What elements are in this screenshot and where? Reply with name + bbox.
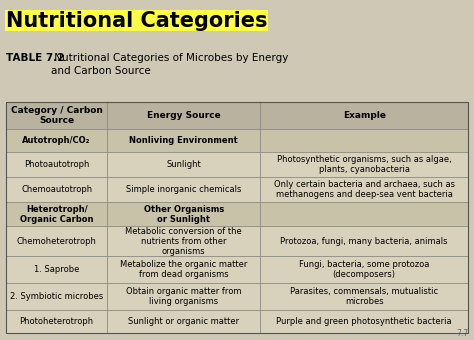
Bar bbox=[6, 102, 468, 333]
Text: Nutritional Categories: Nutritional Categories bbox=[6, 11, 267, 31]
Text: 1. Saprobe: 1. Saprobe bbox=[34, 265, 79, 274]
Text: 7.7: 7.7 bbox=[456, 329, 468, 338]
Text: Chemoheterotroph: Chemoheterotroph bbox=[17, 237, 97, 245]
Bar bbox=[260, 177, 468, 202]
Bar bbox=[108, 129, 260, 152]
Text: Photosynthetic organisms, such as algae,
plants, cyanobacteria: Photosynthetic organisms, such as algae,… bbox=[277, 155, 452, 174]
Bar bbox=[6, 310, 108, 333]
Bar bbox=[6, 226, 108, 256]
Bar bbox=[108, 310, 260, 333]
Bar bbox=[260, 102, 468, 129]
Text: Photoheterotroph: Photoheterotroph bbox=[19, 317, 94, 326]
Text: 2. Symbiotic microbes: 2. Symbiotic microbes bbox=[10, 292, 103, 301]
Text: Nutritional Categories of Microbes by Energy
and Carbon Source: Nutritional Categories of Microbes by En… bbox=[51, 53, 288, 76]
Bar bbox=[6, 202, 108, 226]
Text: Chemoautotroph: Chemoautotroph bbox=[21, 185, 92, 194]
Bar bbox=[6, 102, 108, 129]
Bar bbox=[108, 226, 260, 256]
Text: Sunlight or organic matter: Sunlight or organic matter bbox=[128, 317, 239, 326]
Text: Fungi, bacteria, some protozoa
(decomposers): Fungi, bacteria, some protozoa (decompos… bbox=[299, 260, 429, 279]
Bar bbox=[6, 256, 108, 283]
Bar bbox=[260, 152, 468, 177]
Bar bbox=[260, 256, 468, 283]
Bar bbox=[6, 177, 108, 202]
Text: Autotroph/CO₂: Autotroph/CO₂ bbox=[22, 136, 91, 144]
Text: Metabolize the organic matter
from dead organisms: Metabolize the organic matter from dead … bbox=[120, 260, 247, 279]
Bar bbox=[260, 129, 468, 152]
Bar bbox=[260, 226, 468, 256]
Bar bbox=[6, 283, 108, 310]
Text: Energy Source: Energy Source bbox=[147, 111, 221, 120]
Bar bbox=[260, 283, 468, 310]
Bar bbox=[260, 310, 468, 333]
Text: Only certain bacteria and archaea, such as
methanogens and deep-sea vent bacteri: Only certain bacteria and archaea, such … bbox=[273, 180, 455, 199]
Text: Nonliving Environment: Nonliving Environment bbox=[129, 136, 238, 144]
Bar bbox=[108, 152, 260, 177]
Bar bbox=[108, 202, 260, 226]
Bar bbox=[6, 152, 108, 177]
Text: Example: Example bbox=[343, 111, 386, 120]
Bar bbox=[108, 256, 260, 283]
Text: TABLE 7.2: TABLE 7.2 bbox=[6, 53, 64, 63]
Text: Other Organisms
or Sunlight: Other Organisms or Sunlight bbox=[144, 205, 224, 224]
Text: Obtain organic matter from
living organisms: Obtain organic matter from living organi… bbox=[126, 287, 242, 306]
Bar bbox=[6, 129, 108, 152]
Text: Simple inorganic chemicals: Simple inorganic chemicals bbox=[126, 185, 241, 194]
Text: Parasites, commensals, mutualistic
microbes: Parasites, commensals, mutualistic micro… bbox=[290, 287, 438, 306]
Text: Purple and green photosynthetic bacteria: Purple and green photosynthetic bacteria bbox=[276, 317, 452, 326]
Text: Heterotroph/
Organic Carbon: Heterotroph/ Organic Carbon bbox=[20, 205, 93, 224]
Bar bbox=[260, 202, 468, 226]
Text: Protozoa, fungi, many bacteria, animals: Protozoa, fungi, many bacteria, animals bbox=[281, 237, 448, 245]
Bar bbox=[108, 177, 260, 202]
Bar bbox=[108, 283, 260, 310]
Text: Metabolic conversion of the
nutrients from other
organisms: Metabolic conversion of the nutrients fr… bbox=[126, 226, 242, 256]
Text: Category / Carbon
Source: Category / Carbon Source bbox=[10, 106, 102, 125]
Text: Sunlight: Sunlight bbox=[166, 160, 201, 169]
Bar bbox=[108, 102, 260, 129]
Text: Photoautotroph: Photoautotroph bbox=[24, 160, 89, 169]
